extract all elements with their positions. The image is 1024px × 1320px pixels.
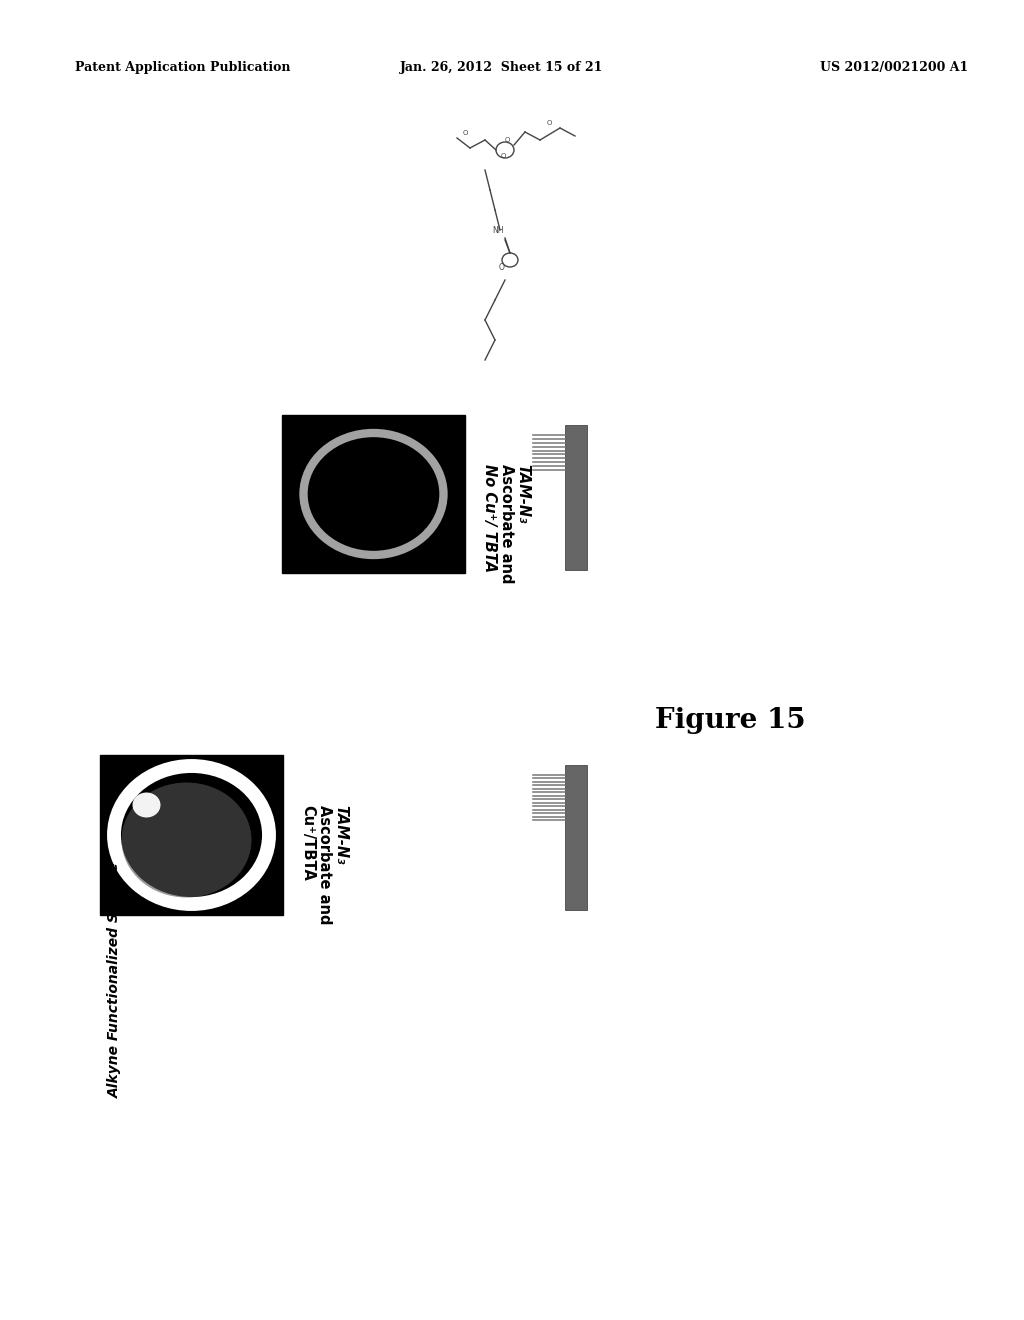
- Text: Alkyne Functionalized Surface: Alkyne Functionalized Surface: [108, 862, 122, 1098]
- Text: O: O: [501, 153, 506, 158]
- Bar: [282, 414, 465, 573]
- Text: Cu⁺/TBTA: Cu⁺/TBTA: [300, 805, 315, 880]
- Text: O: O: [547, 120, 552, 125]
- Text: NH: NH: [493, 226, 504, 235]
- Text: Patent Application Publication: Patent Application Publication: [75, 62, 291, 74]
- Bar: [100, 755, 283, 915]
- Text: O: O: [499, 263, 505, 272]
- Text: TAM-N₃: TAM-N₃: [515, 465, 530, 524]
- Text: US 2012/0021200 A1: US 2012/0021200 A1: [820, 62, 969, 74]
- Text: Jan. 26, 2012  Sheet 15 of 21: Jan. 26, 2012 Sheet 15 of 21: [400, 62, 603, 74]
- Text: Ascorbate and: Ascorbate and: [317, 805, 333, 924]
- Text: Figure 15: Figure 15: [654, 706, 805, 734]
- Text: O: O: [463, 129, 468, 136]
- Text: TAM-N₃: TAM-N₃: [334, 805, 348, 865]
- Ellipse shape: [122, 783, 252, 898]
- Text: No Cu⁺/ TBTA: No Cu⁺/ TBTA: [482, 465, 498, 572]
- Text: O: O: [504, 137, 510, 143]
- Bar: [565, 425, 587, 570]
- Text: Ascorbate and: Ascorbate and: [500, 465, 514, 583]
- Bar: [565, 766, 587, 909]
- Ellipse shape: [132, 792, 161, 817]
